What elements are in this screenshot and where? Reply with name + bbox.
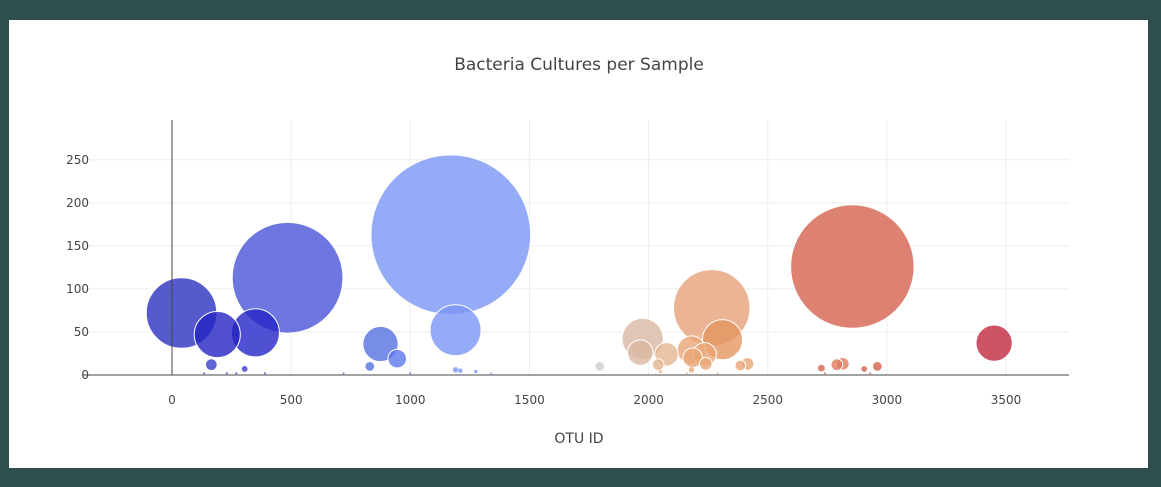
chart-title: Bacteria Cultures per Sample xyxy=(454,55,704,75)
bubble-point xyxy=(429,304,482,357)
bubble-point xyxy=(263,371,267,375)
bubble-point xyxy=(790,204,915,329)
bubble-point xyxy=(975,324,1013,362)
x-tick-label: 0 xyxy=(168,393,176,407)
bubble-point xyxy=(234,371,238,375)
y-tick-label: 100 xyxy=(66,282,89,296)
bubble-point xyxy=(823,371,827,375)
bubble-point xyxy=(627,339,654,366)
chart-panel: 0 500 1000 1500 2000 2500 3000 3500 0 50 100 150 200… xyxy=(9,20,1148,468)
x-tick-label: 1500 xyxy=(514,393,545,407)
bubble-point xyxy=(734,359,747,372)
bubble-point xyxy=(231,221,344,334)
bubble-point xyxy=(871,360,883,372)
bubble-point xyxy=(193,311,241,359)
x-tick-label: 2500 xyxy=(752,393,783,407)
bubble-point xyxy=(685,371,689,375)
bubble-point xyxy=(364,360,376,372)
bubble-point xyxy=(698,356,713,371)
bubble-point xyxy=(408,371,412,375)
bubble-point xyxy=(457,368,463,374)
bubble-layer xyxy=(145,154,1013,375)
bubble-point xyxy=(830,358,844,372)
bubble-point xyxy=(452,366,459,373)
bubble-point xyxy=(489,371,493,375)
bubble-point xyxy=(860,365,869,373)
y-tick-label: 250 xyxy=(66,153,89,167)
bubble-point xyxy=(204,358,218,372)
bubble-point xyxy=(658,369,663,374)
x-axis-label: OTU ID xyxy=(554,431,603,447)
bubble-point xyxy=(240,365,249,373)
bubble-point xyxy=(225,371,229,375)
bubble-point xyxy=(594,360,606,372)
bubble-point xyxy=(868,371,872,375)
x-tick-label: 3500 xyxy=(991,393,1022,407)
bubble-chart: 0 500 1000 1500 2000 2500 3000 3500050100150200… xyxy=(66,55,1069,447)
x-tick-label: 2000 xyxy=(633,393,664,407)
y-tick-label: 200 xyxy=(66,196,89,210)
bubble-point xyxy=(688,366,695,373)
bubble-point xyxy=(202,371,206,375)
bubble-point xyxy=(651,358,665,372)
y-tick-label: 50 xyxy=(74,325,89,339)
bubble-point xyxy=(716,371,720,375)
bubble-point xyxy=(370,154,532,316)
axis-layer: 0 500 1000 1500 2000 2500 3000 3500050100150200… xyxy=(66,120,1069,407)
y-tick-label: 150 xyxy=(66,239,89,253)
bubble-point xyxy=(473,369,478,374)
x-tick-label: 1000 xyxy=(395,393,426,407)
bubble-point xyxy=(342,371,345,375)
bubble-point xyxy=(387,348,408,369)
bubble-point xyxy=(816,363,826,373)
x-tick-label: 500 xyxy=(280,393,303,407)
x-tick-label: 3000 xyxy=(872,393,903,407)
